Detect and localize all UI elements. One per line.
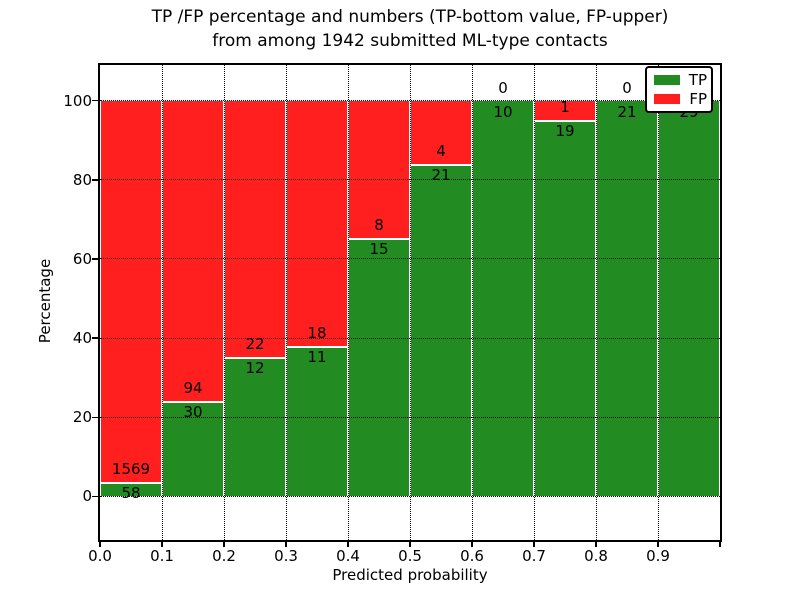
chart-title-line1: TP /FP percentage and numbers (TP-bottom…: [151, 7, 669, 27]
y-tick-mark: [92, 495, 98, 498]
horizontal-gridline: [100, 258, 720, 260]
fp-bar-segment: [163, 100, 223, 401]
fp-count-label: 0: [622, 78, 632, 97]
y-tick-mark: [92, 99, 98, 102]
fp-bar-segment: [535, 100, 595, 121]
vertical-gridline: [161, 65, 163, 540]
horizontal-gridline: [100, 495, 720, 497]
fp-bar-segment: [225, 100, 285, 357]
fp-bar-segment: [411, 100, 471, 164]
x-tick-mark: [595, 542, 597, 547]
legend: TP FP: [645, 66, 713, 113]
x-tick-label: 0.9: [646, 547, 670, 565]
horizontal-gridline: [100, 337, 720, 339]
y-tick-mark: [92, 179, 98, 181]
tp-count-label: 12: [245, 358, 265, 377]
x-tick-mark: [347, 542, 349, 547]
fp-swatch: [654, 93, 681, 104]
tp-count-label: 30: [183, 402, 203, 421]
y-tick-label: 60: [72, 249, 92, 268]
x-tick-label: 0.3: [274, 547, 298, 565]
fp-count-label: 4: [436, 141, 446, 160]
x-tick-label: 0.4: [336, 547, 360, 565]
vertical-gridline: [533, 65, 535, 540]
chart-title-line2: from among 1942 submitted ML-type contac…: [212, 31, 608, 51]
x-tick-mark: [657, 542, 659, 547]
legend-label-tp: TP: [688, 71, 707, 90]
y-tick-label: 80: [72, 170, 92, 189]
tp-bar-segment: [659, 100, 719, 497]
tp-count-label: 58: [121, 484, 141, 503]
x-tick-mark: [409, 542, 411, 547]
x-tick-label: 0.0: [88, 547, 112, 565]
fp-count-label: 22: [245, 334, 265, 353]
x-tick-label: 0.2: [212, 547, 236, 565]
x-tick-label: 0.5: [398, 547, 422, 565]
tp-bar-segment: [473, 100, 533, 497]
legend-item-fp: FP: [654, 91, 707, 107]
fp-count-label: 0: [498, 78, 508, 97]
tp-bar-segment: [101, 482, 161, 497]
tp-bar-segment: [535, 120, 595, 497]
x-axis-label: Predicted probability: [332, 566, 488, 584]
horizontal-gridline: [100, 100, 720, 102]
tp-count-label: 21: [617, 102, 637, 121]
vertical-gridline: [657, 65, 659, 540]
fp-count-label: 1569: [111, 460, 151, 479]
legend-item-tp: TP: [654, 72, 707, 88]
x-tick-mark: [719, 542, 721, 547]
tp-bar-segment: [597, 100, 657, 497]
x-tick-mark: [99, 542, 101, 547]
y-tick-label: 0: [82, 487, 92, 506]
tp-count-label: 15: [369, 240, 389, 259]
x-tick-label: 0.8: [584, 547, 608, 565]
fp-bar-segment: [349, 100, 409, 239]
tp-count-label: 21: [431, 165, 451, 184]
x-tick-label: 0.6: [460, 547, 484, 565]
vertical-gridline: [285, 65, 287, 540]
fp-bar-segment: [287, 100, 347, 347]
vertical-gridline: [347, 65, 349, 540]
tp-count-label: 11: [307, 348, 327, 367]
vertical-gridline: [223, 65, 225, 540]
tp-swatch: [654, 75, 680, 86]
tp-count-label: 10: [493, 102, 513, 121]
fp-count-label: 18: [307, 324, 327, 343]
y-tick-label: 20: [72, 408, 92, 427]
plot-area: 156958943022121811815421010119021029: [98, 63, 722, 542]
vertical-gridline: [595, 65, 597, 540]
vertical-gridline: [409, 65, 411, 540]
y-tick-mark: [92, 258, 98, 260]
y-axis-label: Percentage: [36, 258, 54, 344]
tp-count-label: 19: [555, 122, 575, 141]
x-tick-mark: [223, 542, 225, 547]
fp-count-label: 8: [374, 216, 384, 235]
tp-bar-segment: [349, 238, 409, 497]
y-tick-label: 100: [63, 91, 92, 110]
fp-count-label: 94: [183, 378, 203, 397]
x-tick-mark: [533, 542, 535, 547]
x-tick-mark: [161, 542, 163, 547]
x-tick-label: 0.1: [150, 547, 174, 565]
horizontal-gridline: [100, 179, 720, 181]
x-tick-label: 0.7: [522, 547, 546, 565]
y-tick-label: 40: [72, 329, 92, 348]
horizontal-gridline: [100, 416, 720, 418]
tp-bar-segment: [287, 346, 347, 497]
fp-count-label: 1: [560, 98, 570, 117]
y-tick-mark: [92, 337, 98, 339]
fp-bar-segment: [101, 100, 161, 483]
y-tick-mark: [92, 416, 98, 419]
x-tick-mark: [285, 542, 287, 547]
tp-bar-segment: [411, 163, 471, 497]
legend-label-fp: FP: [689, 89, 707, 108]
x-tick-mark: [471, 542, 473, 547]
vertical-gridline: [471, 65, 473, 540]
tp-bar-segment: [225, 356, 285, 497]
tp-bar-segment: [163, 400, 223, 497]
